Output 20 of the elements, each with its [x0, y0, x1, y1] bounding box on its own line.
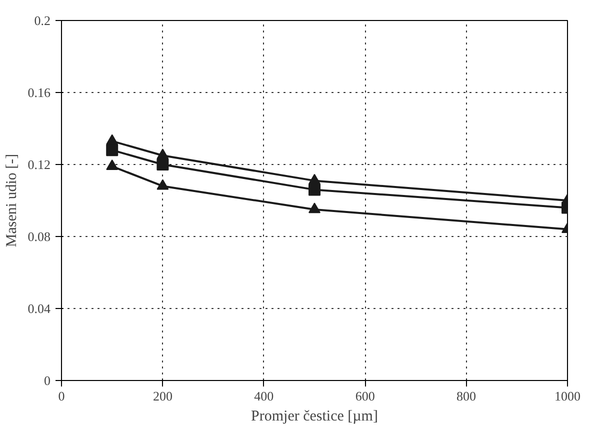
point: [156, 179, 169, 190]
point: [106, 144, 118, 156]
y-tick-label: 0.2: [34, 13, 50, 28]
point: [156, 158, 169, 170]
y-tick-label: 0.16: [28, 85, 51, 100]
x-tick-label: 0: [58, 388, 65, 404]
x-axis-title: Promjer čestice [µm]: [251, 408, 378, 424]
x-tick-label: 800: [456, 388, 476, 404]
point: [106, 159, 118, 170]
x-tick-label: 200: [152, 388, 172, 404]
y-tick-label: 0.12: [28, 157, 50, 172]
point: [308, 202, 320, 214]
x-tick-label: 600: [355, 388, 375, 404]
x-tick-label: 400: [254, 388, 274, 404]
y-tick-label: 0.04: [28, 301, 51, 316]
y-tick-label: 0.08: [28, 229, 50, 244]
point: [308, 184, 320, 196]
y-axis-title: Maseni udio [-]: [4, 154, 20, 248]
y-tick-label: 0: [44, 373, 50, 388]
x-tick-label: 1000: [554, 388, 580, 404]
